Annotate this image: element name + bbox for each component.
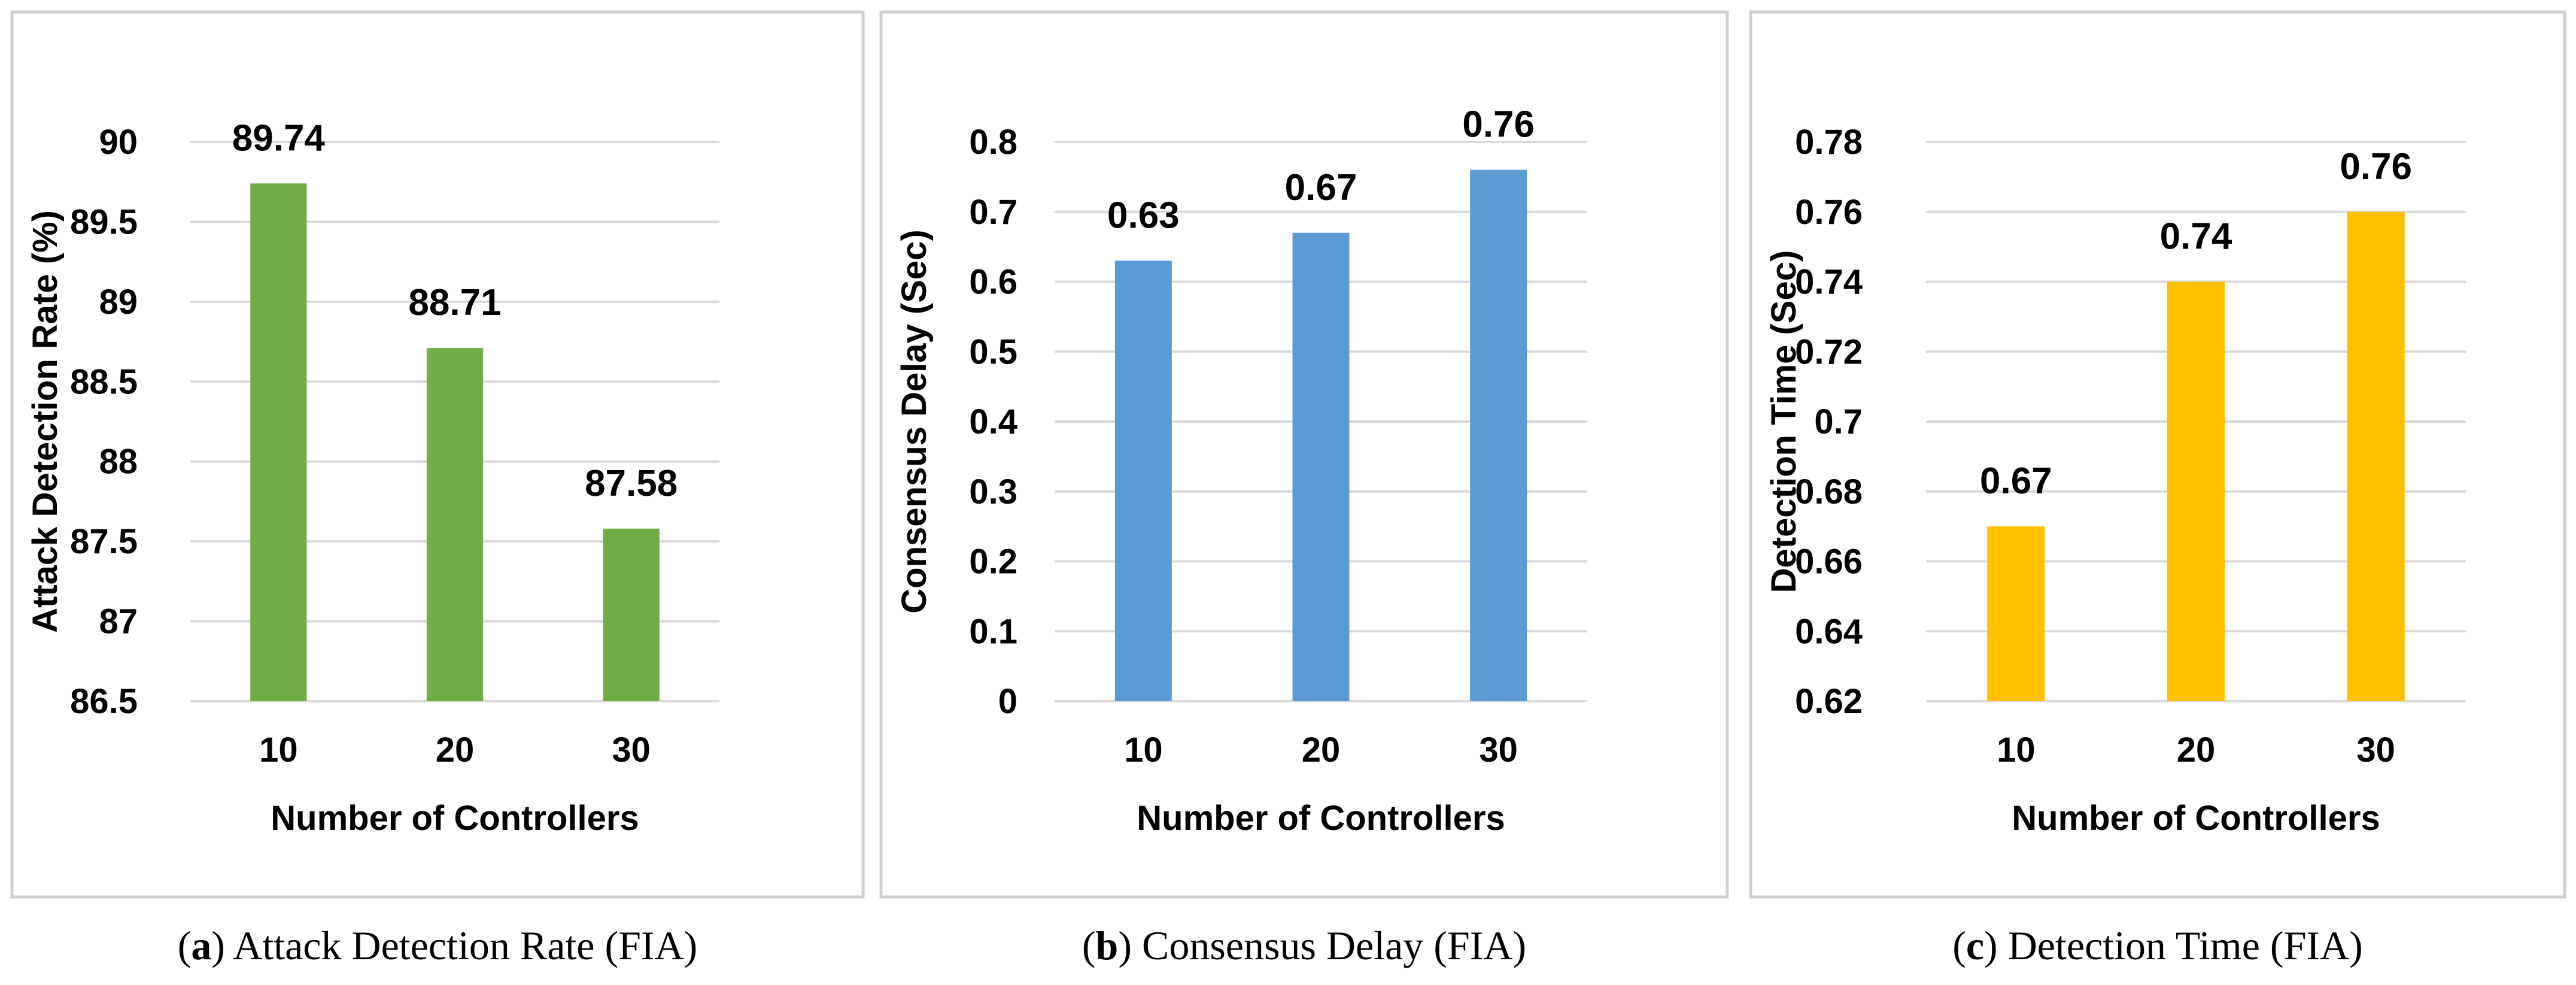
x-axis-title: Number of Controllers [1137,799,1505,838]
bar-10 [250,183,307,702]
x-axis-title: Number of Controllers [2012,799,2380,838]
bar-30 [2347,211,2405,701]
y-tick-label: 0 [998,682,1017,721]
y-tick-label: 0.62 [1795,682,1863,721]
x-tick-label: 30 [612,731,651,769]
y-tick-label: 89.5 [70,202,138,241]
chart-panel-c: 0.62 0.64 0.66 0.68 0.7 0.72 0.74 0.76 0.78 0.67 1… [1749,10,2566,968]
y-axis-title: Detection Time (Sec) [1764,250,1803,593]
y-tick-label: 0.1 [969,612,1017,651]
y-tick-label: 90 [99,123,138,162]
chart-panels: 86.5 87 87.5 88 88.5 89 89.5 90 89.74 10 88.71 20 87… [10,10,2566,968]
bar-30 [603,528,660,701]
y-tick-label: 0.8 [969,123,1017,162]
y-tick-label: 0.2 [969,542,1017,581]
y-tick-label: 0.74 [1795,263,1863,302]
bar-10 [1987,526,2045,701]
y-tick-label: 0.7 [969,193,1017,232]
data-label: 0.67 [1980,460,2052,502]
x-tick-label: 20 [436,731,475,769]
y-tick-label: 86.5 [70,682,138,721]
y-tick-label: 0.66 [1795,542,1863,581]
caption-paren-open: ( [1082,923,1096,968]
caption-paren-close: ) [1118,923,1142,968]
bar-20 [426,348,484,701]
y-tick-label: 0.6 [969,263,1017,302]
data-label: 0.74 [2160,216,2232,257]
data-label: 0.76 [2340,146,2412,187]
chart-panel-b: 0 0.1 0.2 0.3 0.4 0.5 0.6 0.7 0.8 0.63 10 0.67 20 0.7… [879,10,1729,968]
chart-panel-a: 86.5 87 87.5 88 88.5 89 89.5 90 89.74 10 88.71 20 87… [10,10,865,968]
y-tick-label: 0.64 [1795,612,1863,651]
x-tick-label: 10 [1124,731,1163,769]
bar-20 [2167,281,2225,701]
data-label: 0.63 [1107,195,1180,236]
bar-30 [1470,169,1527,701]
y-tick-label: 0.4 [969,402,1017,441]
y-tick-label: 88.5 [70,362,138,401]
panel-caption: (b) Consensus Delay (FIA) [1082,923,1526,968]
caption-panel-letter: b [1096,923,1119,968]
y-tick-label: 89 [99,283,138,322]
y-tick-label: 87 [99,602,138,641]
caption-panel-letter: c [1966,923,1984,968]
y-tick-label: 0.5 [969,332,1017,371]
caption-text: Detection Time (FIA) [2008,923,2363,968]
caption-text: Attack Detection Rate (FIA) [233,923,697,968]
x-tick-label: 30 [1479,731,1518,769]
bar-20 [1292,232,1350,701]
y-tick-label: 0.7 [1814,402,1863,441]
data-label: 0.76 [1462,104,1535,146]
data-label: 88.71 [408,282,501,323]
caption-paren-close: ) [1984,923,2008,968]
caption-paren-open: ( [1952,923,1966,968]
x-tick-label: 30 [2356,731,2395,769]
y-tick-label: 0.3 [969,472,1017,511]
x-tick-label: 10 [259,731,298,769]
data-label: 87.58 [585,463,678,504]
caption-paren-close: ) [211,923,233,968]
y-tick-label: 0.78 [1795,123,1863,162]
y-tick-label: 88 [99,443,138,481]
data-label: 0.67 [1285,167,1357,208]
x-axis-title: Number of Controllers [271,799,639,838]
y-tick-label: 87.5 [70,522,138,561]
caption-panel-letter: a [191,923,211,968]
data-label: 89.74 [232,117,326,159]
y-axis-title: Consensus Delay (Sec) [895,229,934,613]
x-tick-label: 10 [1997,731,2036,769]
panel-caption: (c) Detection Time (FIA) [1952,923,2363,968]
caption-paren-open: ( [178,923,192,968]
caption-text: Consensus Delay (FIA) [1142,923,1526,968]
x-tick-label: 20 [1302,731,1341,769]
y-tick-label: 0.68 [1795,472,1863,511]
panel-frame [1749,10,2566,899]
bar-10 [1114,260,1172,702]
y-axis-title: Attack Detection Rate (%) [26,210,65,633]
panel-caption: (a) Attack Detection Rate (FIA) [178,923,698,968]
x-tick-label: 20 [2177,731,2216,769]
y-tick-label: 0.72 [1795,332,1863,371]
y-tick-label: 0.76 [1795,193,1863,232]
